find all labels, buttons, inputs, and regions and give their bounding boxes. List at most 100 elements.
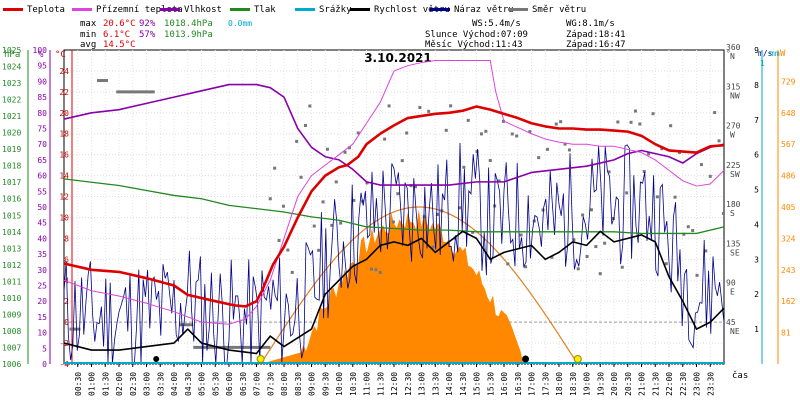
direction-point [400, 159, 404, 163]
stat-avg-temp: 14.5°C [103, 40, 136, 50]
plot-area [63, 59, 725, 365]
pressure-tick-label: 1012 [2, 261, 21, 270]
direction-point [642, 169, 646, 173]
direction-tick-name: W [730, 131, 735, 140]
direction-point [695, 273, 699, 277]
solar-tick-label: 486 [781, 172, 796, 181]
direction-point [431, 245, 435, 249]
direction-point [682, 232, 686, 236]
series-gust-line [63, 142, 725, 365]
direction-tick-name: N [730, 52, 735, 61]
direction-point [550, 255, 554, 259]
x-tick-label: 20:30 [624, 372, 633, 396]
direction-point [387, 104, 391, 108]
direction-point [510, 132, 514, 136]
direction-point [374, 268, 378, 272]
x-tick-label: 01:30 [101, 372, 110, 396]
solar-tick-label: 81 [781, 329, 791, 338]
legend-label: Přízemní teplota [96, 5, 183, 15]
x-tick-label: 13:30 [431, 372, 440, 396]
stat-min-label: min [80, 30, 96, 40]
speed-tick-label: 7 [754, 116, 759, 125]
direction-tick-label: 180 [726, 200, 741, 209]
stat-max-hum: 92% [139, 19, 156, 29]
stat-max-rain: 0.0mm [228, 19, 252, 28]
temperature-tick-label: -4 [59, 360, 69, 369]
direction-point [484, 129, 488, 133]
x-tick-label: 03:00 [143, 372, 152, 396]
x-tick-label: 00:30 [74, 372, 83, 396]
pressure-tick-label: 1021 [2, 112, 21, 121]
direction-point [515, 134, 519, 138]
x-tick-label: 20:00 [610, 372, 619, 396]
direction-point [281, 204, 285, 208]
x-tick-label: 10:00 [335, 372, 344, 396]
solar-axis-unit: W [780, 49, 786, 59]
legend-swatch [72, 8, 92, 11]
speed-axis-unit: m/s [758, 49, 773, 58]
direction-point [339, 221, 343, 225]
direction-tick-name: SW [730, 170, 740, 179]
temperature-tick-label: 0 [64, 318, 69, 327]
legend-swatch [295, 8, 315, 11]
x-tick-label: 12:30 [404, 372, 413, 396]
temperature-tick-label: 2 [64, 297, 69, 306]
x-tick-label: 11:30 [376, 372, 385, 396]
direction-tick-label: 225 [726, 161, 741, 170]
humidity-tick-label: 20 [37, 297, 47, 306]
direction-point [308, 104, 312, 108]
series-humidity-line [63, 83, 725, 186]
legend-swatch [430, 8, 450, 11]
direction-point [277, 238, 281, 242]
direction-tick-name: NE [730, 327, 740, 336]
x-tick-label: 06:30 [239, 372, 248, 396]
direction-point [312, 224, 316, 228]
humidity-tick-label: 85 [37, 93, 47, 102]
humidity-tick-label: 30 [37, 266, 47, 275]
x-tick-label: 17:00 [528, 372, 537, 396]
x-tick-label: 16:30 [514, 372, 523, 396]
speed-tick-label: 9 [754, 46, 759, 55]
x-tick-label: 19:00 [583, 372, 592, 396]
direction-point [435, 212, 439, 216]
pressure-tick-label: 1017 [2, 178, 21, 187]
humidity-tick-label: 35 [37, 250, 47, 259]
temperature-tick-label: 24 [59, 67, 69, 76]
stat-avg-label: avg [80, 40, 96, 50]
direction-point [519, 233, 523, 237]
series-feels-line [63, 59, 725, 325]
direction-tick-label: 360 [726, 43, 741, 52]
x-tick-label: 14:00 [445, 372, 454, 396]
x-tick-label: 04:30 [184, 372, 193, 396]
direction-point [466, 118, 470, 122]
direction-tick-label: 270 [726, 122, 741, 131]
x-tick-label: 19:30 [596, 372, 605, 396]
speed-tick-label: 4 [754, 220, 759, 229]
humidity-tick-label: 15 [37, 313, 47, 322]
humidity-tick-label: 90 [37, 77, 47, 86]
moon-marker-a [153, 356, 160, 362]
direction-point [444, 128, 448, 132]
direction-point [589, 208, 593, 212]
stat-wg: WG:8.1m/s [566, 19, 615, 29]
direction-point [365, 181, 369, 185]
direction-point [708, 174, 712, 178]
direction-point [629, 120, 633, 124]
legend-swatch [230, 8, 250, 11]
legend-swatch [350, 8, 370, 11]
direction-point [317, 248, 321, 252]
pressure-tick-label: 1013 [2, 244, 21, 253]
direction-point [537, 156, 541, 160]
legend: Teplota Přízemní teplota Vlhkost Tlak Srážky… [3, 5, 586, 15]
pressure-tick-label: 1018 [2, 162, 21, 171]
direction-point [501, 119, 505, 123]
direction-point [413, 185, 417, 189]
direction-point [273, 166, 277, 170]
speed-tick-label: 6 [754, 151, 759, 160]
legend-label: Tlak [254, 5, 276, 15]
x-tick-label: 15:30 [486, 372, 495, 396]
humidity-tick-label: 100 [33, 46, 48, 55]
direction-point [651, 112, 655, 116]
direction-point [462, 165, 466, 169]
